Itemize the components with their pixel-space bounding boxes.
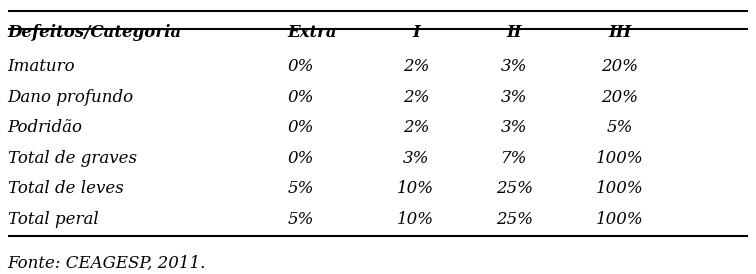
Text: 5%: 5%: [287, 181, 314, 198]
Text: 2%: 2%: [403, 58, 429, 75]
Text: Extra: Extra: [287, 24, 337, 41]
Text: 5%: 5%: [607, 119, 633, 136]
Text: Dano profundo: Dano profundo: [8, 89, 134, 106]
Text: 20%: 20%: [602, 89, 638, 106]
Text: 3%: 3%: [501, 89, 527, 106]
Text: 0%: 0%: [287, 89, 314, 106]
Text: 100%: 100%: [596, 150, 643, 167]
Text: 25%: 25%: [496, 211, 532, 228]
Text: 100%: 100%: [596, 211, 643, 228]
Text: 20%: 20%: [602, 58, 638, 75]
Text: 5%: 5%: [287, 211, 314, 228]
Text: 3%: 3%: [501, 119, 527, 136]
Text: II: II: [507, 24, 522, 41]
Text: 25%: 25%: [496, 181, 532, 198]
Text: 7%: 7%: [501, 150, 527, 167]
Text: Fonte: CEAGESP, 2011.: Fonte: CEAGESP, 2011.: [8, 255, 206, 272]
Text: Total de leves: Total de leves: [8, 181, 123, 198]
Text: 3%: 3%: [403, 150, 429, 167]
Text: I: I: [412, 24, 420, 41]
Text: 0%: 0%: [287, 150, 314, 167]
Text: III: III: [609, 24, 631, 41]
Text: 10%: 10%: [398, 211, 434, 228]
Text: 2%: 2%: [403, 119, 429, 136]
Text: 3%: 3%: [501, 58, 527, 75]
Text: Imaturo: Imaturo: [8, 58, 75, 75]
Text: 0%: 0%: [287, 119, 314, 136]
Text: Podridão: Podridão: [8, 119, 82, 136]
Text: 10%: 10%: [398, 181, 434, 198]
Text: Total peral: Total peral: [8, 211, 98, 228]
Text: 100%: 100%: [596, 181, 643, 198]
Text: 2%: 2%: [403, 89, 429, 106]
Text: Total de graves: Total de graves: [8, 150, 137, 167]
Text: Defeitos/Categoria: Defeitos/Categoria: [8, 24, 181, 41]
Text: 0%: 0%: [287, 58, 314, 75]
